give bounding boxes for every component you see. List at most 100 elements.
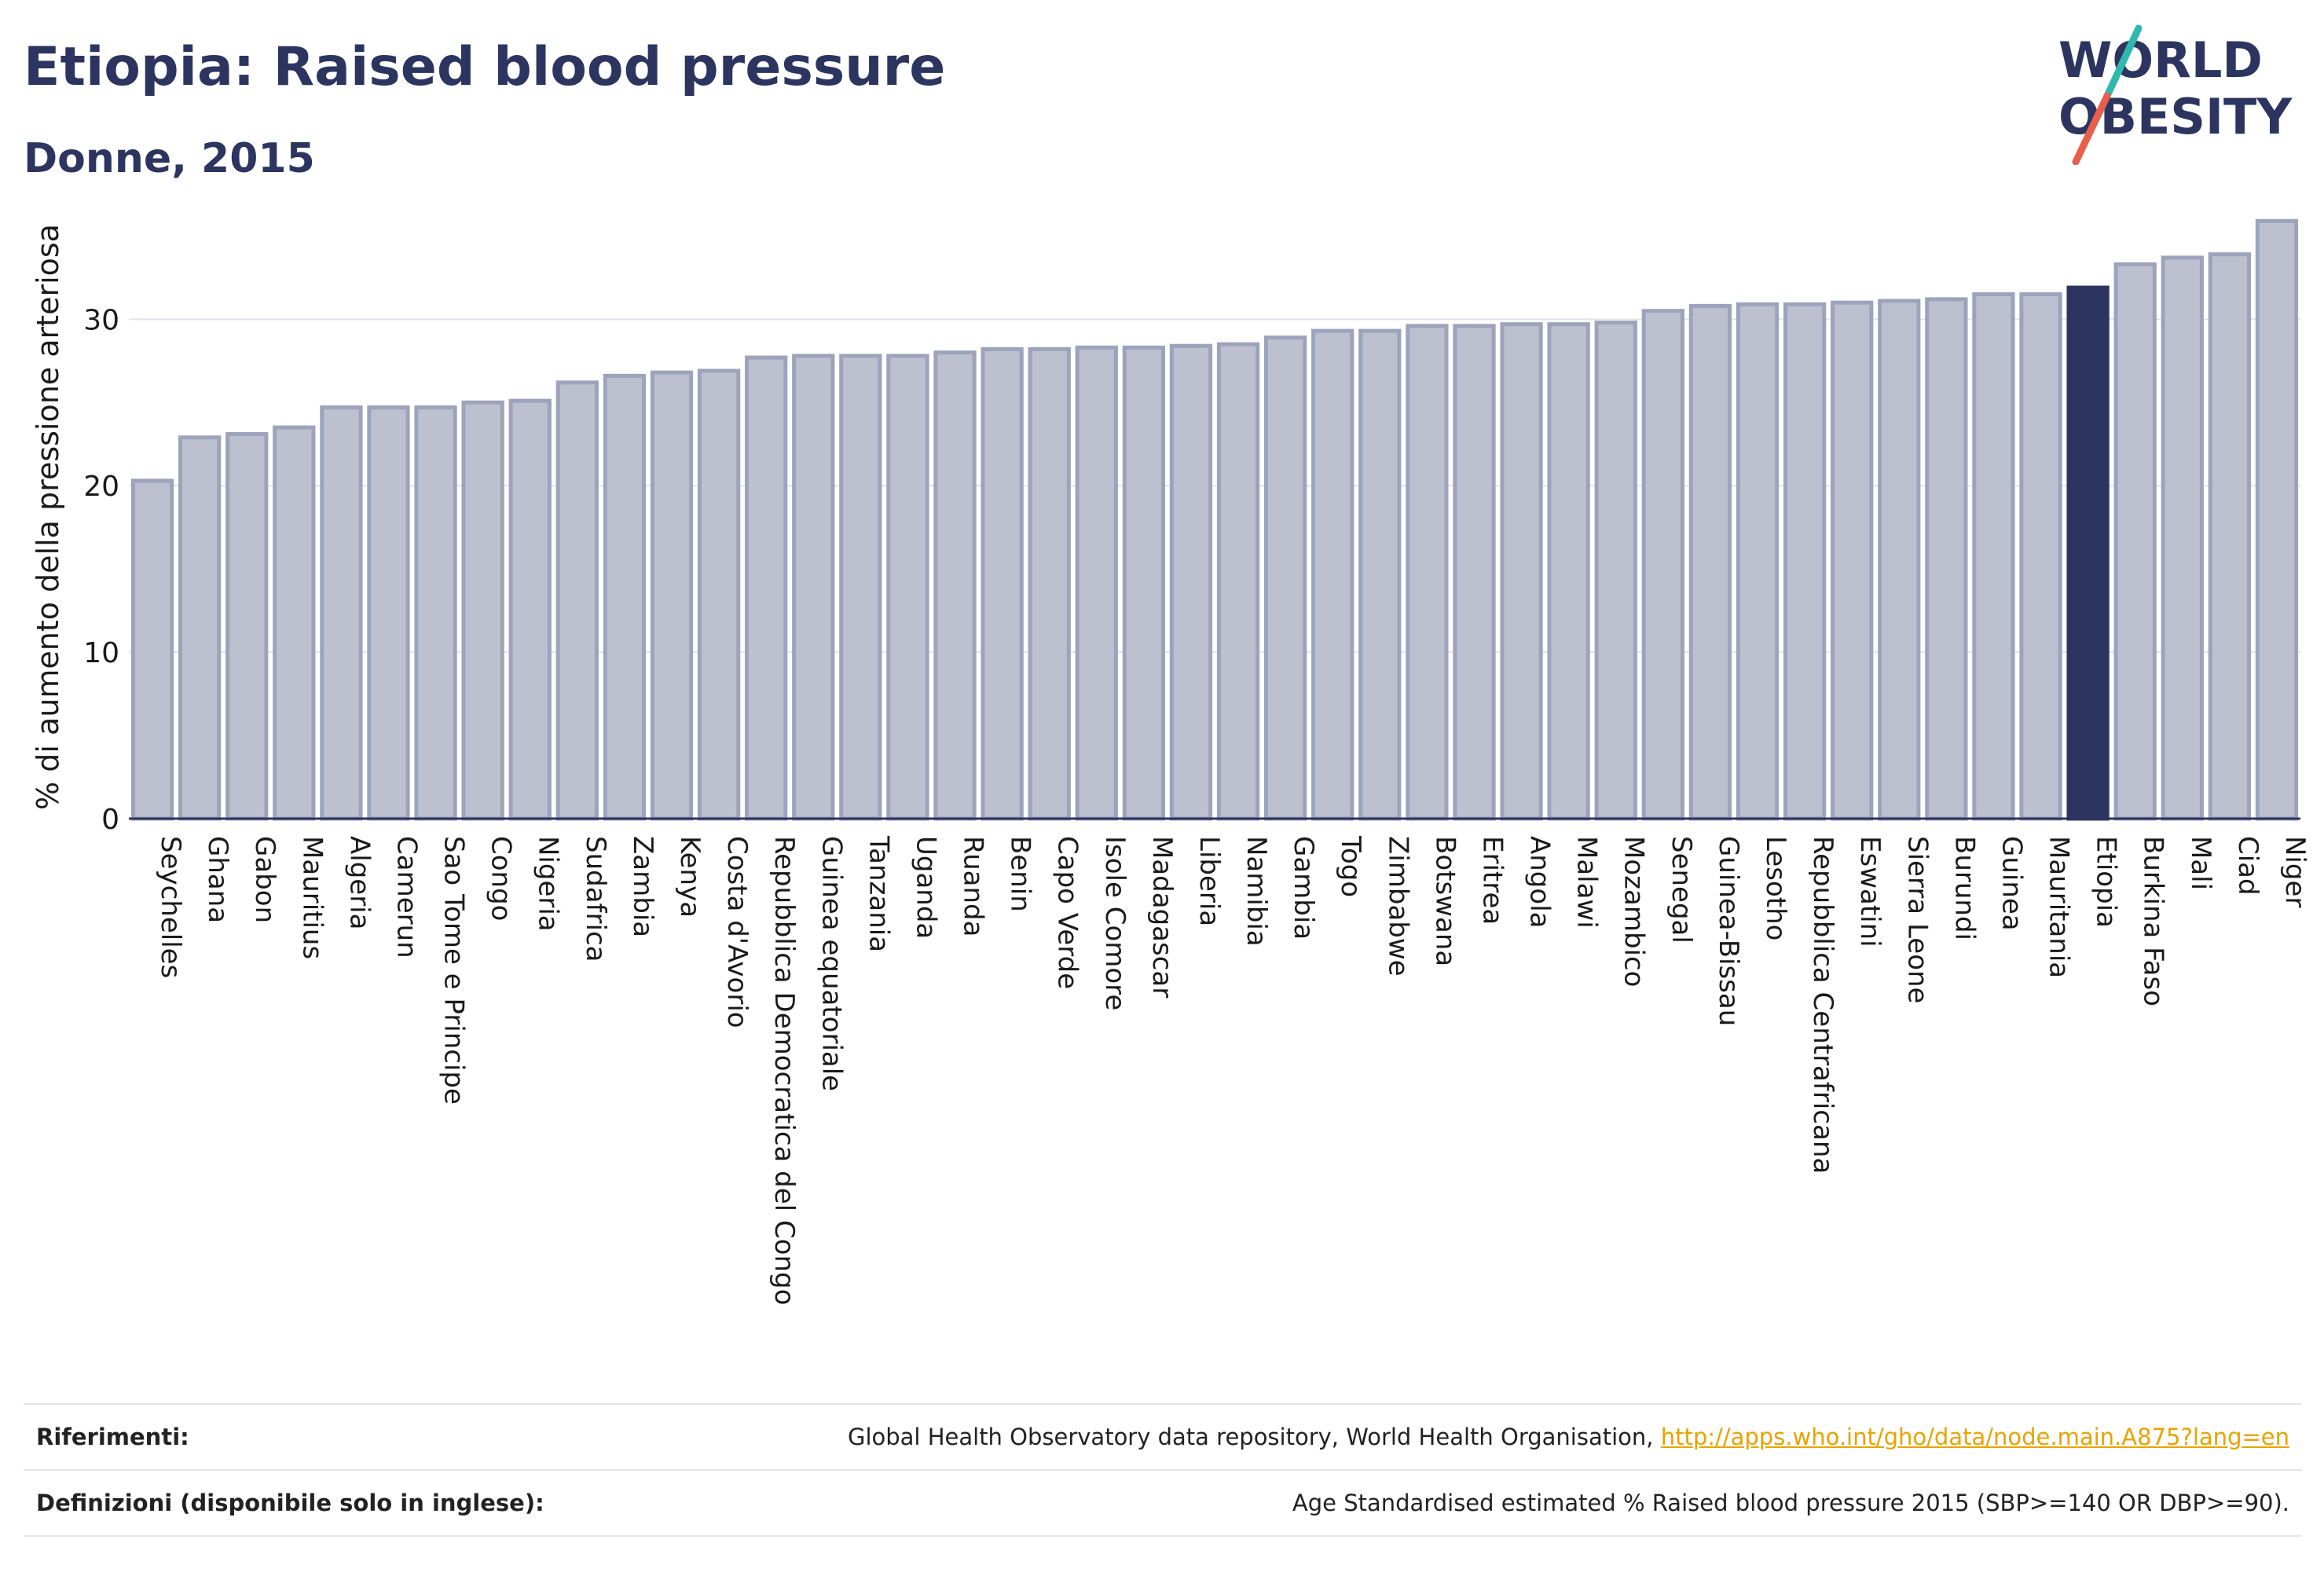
logo-slash-top <box>2103 24 2143 100</box>
x-tick-label: Nigeria <box>533 836 564 932</box>
x-tick-label: Namibia <box>1241 836 1272 947</box>
bar-congo <box>461 400 504 821</box>
bar-costa-d-avorio <box>697 368 741 821</box>
x-tick-label: Burkina Faso <box>2138 836 2169 1006</box>
bar-tanzania <box>839 354 882 821</box>
y-tick-label: 0 <box>101 804 119 836</box>
chart-title: Etiopia: Raised blood pressure <box>24 36 946 98</box>
references-link[interactable]: http://apps.who.int/gho/data/node.main.A… <box>1660 1424 2289 1450</box>
x-tick-label: Eswatini <box>1854 836 1886 947</box>
bar-gambia <box>1263 335 1307 821</box>
bar-benin <box>981 346 1024 821</box>
y-tick-label: 20 <box>83 471 119 503</box>
definitions-value: Age Standardised estimated % Raised bloo… <box>1292 1490 2289 1516</box>
references-table: Riferimenti: Global Health Observatory d… <box>24 1403 2302 1537</box>
bar-mauritania <box>2019 292 2062 821</box>
definitions-label: Definizioni (disponibile solo in inglese… <box>36 1490 544 1516</box>
x-tick-label: Etiopia <box>2091 836 2122 928</box>
x-tick-label: Seychelles <box>155 836 186 978</box>
x-tick-label: Ghana <box>202 836 233 923</box>
bar-zambia <box>603 373 647 821</box>
x-tick-label: Tanzania <box>863 835 894 952</box>
x-tick-label: Sao Tome e Principe <box>438 836 470 1105</box>
definitions-row: Definizioni (disponibile solo in inglese… <box>24 1469 2302 1537</box>
world-obesity-logo: WORLD OBESITY <box>2058 24 2293 165</box>
x-tick-label: Sudafrica <box>580 836 611 962</box>
references-row: Riferimenti: Global Health Observatory d… <box>24 1403 2302 1469</box>
bar-madagascar <box>1122 345 1166 821</box>
x-tick-label: Mozambico <box>1618 836 1650 987</box>
x-tick-label: Gambia <box>1288 836 1319 940</box>
bar-eritrea <box>1453 324 1496 821</box>
x-tick-label: Ruanda <box>958 836 989 936</box>
x-tick-label: Isole Comore <box>1099 836 1131 1010</box>
y-tick-label: 30 <box>83 304 119 336</box>
logo-line1: WORLD <box>2058 31 2263 89</box>
bars <box>130 218 2299 821</box>
x-tick-label: Eritrea <box>1476 836 1508 925</box>
bar-algeria <box>320 405 363 821</box>
bar-mali <box>2161 255 2204 821</box>
x-tick-label: Guinea-Bissau <box>1713 836 1744 1026</box>
references-label: Riferimenti: <box>36 1424 189 1450</box>
bar-burkina-faso <box>2113 262 2157 821</box>
y-tick-label: 10 <box>83 637 119 669</box>
bar-isole-comore <box>1075 345 1118 821</box>
x-tick-label: Zimbabwe <box>1382 836 1413 977</box>
bar-ciad <box>2208 252 2252 821</box>
bar-chart: 0 10 20 30 Seychelles Ghana Gabon Mauritius Alg… <box>31 218 2311 1305</box>
bar-guinea <box>1972 292 2015 821</box>
bar-kenya <box>650 370 694 821</box>
x-tick-label: Camerun <box>390 836 422 958</box>
x-tick-label: Algeria <box>343 836 375 929</box>
x-tick-label: Burundi <box>1948 836 1980 940</box>
x-tick-label: Capo Verde <box>1052 836 1083 989</box>
logo-slash-bottom <box>2072 92 2111 165</box>
bar-lesotho <box>1736 302 1780 821</box>
bar-seychelles <box>130 478 174 821</box>
bar-nigeria <box>508 398 552 821</box>
x-tick-label: Costa d'Avorio <box>721 836 753 1028</box>
bar-mozambico <box>1594 321 1637 821</box>
x-tick-label: Guinea <box>1996 836 2027 931</box>
bar-botswana <box>1406 324 1449 821</box>
x-tick-label: Mauritius <box>296 836 328 959</box>
bar-burundi <box>1925 297 1968 821</box>
bar-ghana <box>178 435 222 821</box>
x-tick-label: Mauritania <box>2044 836 2075 978</box>
y-axis-label: % di aumento della pressione arteriosa <box>31 224 65 810</box>
x-tick-labels: Seychelles Ghana Gabon Mauritius Algeria Came… <box>155 835 2311 1305</box>
bar-sierra-leone <box>1878 299 1921 821</box>
x-tick-label: Senegal <box>1666 836 1697 944</box>
bar-uganda <box>886 354 929 821</box>
bar-liberia <box>1169 343 1213 821</box>
bar-malawi <box>1547 322 1590 821</box>
x-tick-label: Sierra Leone <box>1901 836 1933 1003</box>
x-tick-label: Togo <box>1335 835 1366 897</box>
bar-guinea-equatoriale <box>792 354 835 821</box>
x-tick-label: Liberia <box>1193 836 1225 926</box>
bar-guinea-bissau <box>1688 303 1732 821</box>
bar-gabon <box>225 432 269 821</box>
x-tick-label: Repubblica Centrafricana <box>1807 836 1838 1174</box>
bar-sao-tome-e-principe <box>414 405 457 821</box>
bar-zimbabwe <box>1358 328 1402 821</box>
chart-subtitle: Donne, 2015 <box>24 135 315 182</box>
x-tick-label: Uganda <box>910 836 941 939</box>
references-value: Global Health Observatory data repositor… <box>848 1424 2302 1450</box>
bar-camerun <box>367 405 410 821</box>
bar-repubblica-centrafricana <box>1783 302 1827 821</box>
bar-togo <box>1311 328 1354 821</box>
bar-repubblica-democratica-del-congo <box>745 355 788 821</box>
bar-mauritius <box>273 425 316 821</box>
x-tick-label: Mali <box>2185 836 2216 890</box>
bar-etiopia <box>2066 285 2110 821</box>
references-text: Global Health Observatory data repositor… <box>847 1424 1661 1450</box>
x-tick-label: Botswana <box>1429 836 1461 966</box>
x-tick-label: Congo <box>486 836 517 921</box>
x-tick-label: Ciad <box>2232 836 2264 896</box>
bar-eswatini <box>1831 300 1874 821</box>
x-tick-label: Guinea equatoriale <box>816 836 847 1091</box>
bar-niger <box>2255 218 2299 821</box>
bar-sudafrica <box>555 380 599 821</box>
